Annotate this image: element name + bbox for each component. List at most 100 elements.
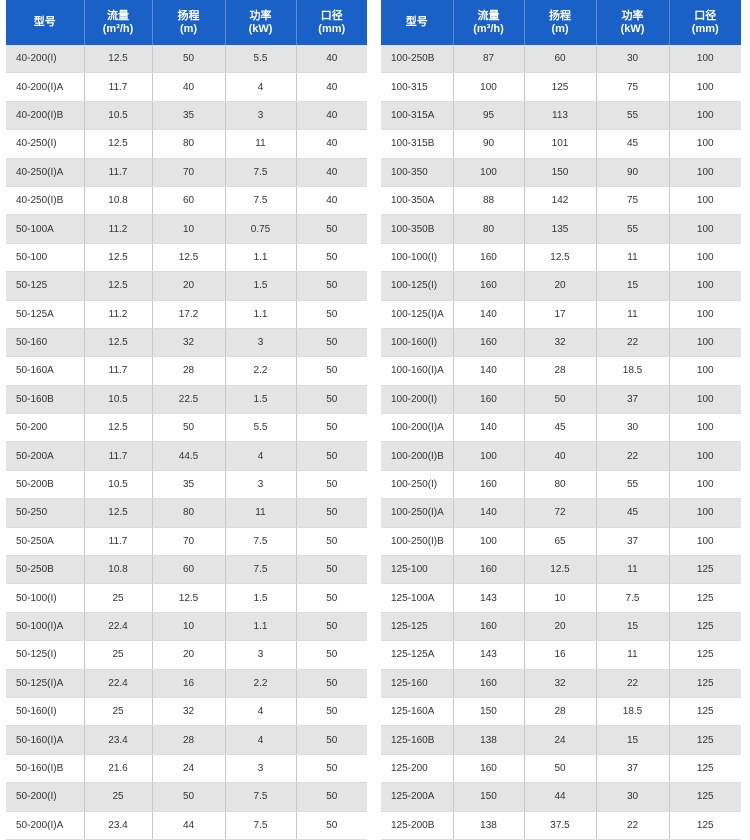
cell-head: 20 [152,640,226,670]
header-head: 扬程 (m) [524,0,597,45]
cell-bore: 125 [669,754,741,784]
cell-flow: 25 [84,782,153,812]
cell-flow: 160 [453,555,525,585]
cell-model: 125-160A [381,697,454,727]
cell-model: 50-200A [6,441,85,471]
header-unit: (kW) [620,22,645,35]
cell-power: 7.5 [225,782,297,812]
cell-power: 37 [596,754,670,784]
cell-bore: 50 [296,527,367,557]
cell-model: 50-250 [6,498,85,528]
table-row: 125-200A 150 44 30 125 [381,782,741,812]
cell-flow: 100 [453,527,525,557]
cell-power: 4 [225,72,297,102]
cell-flow: 100 [453,441,525,471]
spec-table-right: 型号 流量 (m³/h) 扬程 (m) 功率 (kW) 口径 (mm) 100-250B 87 60… [381,0,741,840]
cell-flow: 22.4 [84,612,153,642]
cell-power: 4 [225,725,297,755]
cell-power: 4 [225,697,297,727]
cell-power: 15 [596,271,670,301]
cell-model: 125-100 [381,555,454,585]
table-row: 125-160 160 32 22 125 [381,669,741,698]
cell-head: 65 [524,527,597,557]
cell-bore: 50 [296,243,367,273]
cell-model: 100-125(I) [381,271,454,301]
cell-flow: 160 [453,271,525,301]
header-label: 流量 [107,9,129,22]
table-row: 50-160(I) 25 32 4 50 [6,697,367,727]
cell-flow: 143 [453,583,525,613]
cell-power: 7.5 [225,527,297,557]
cell-power: 18.5 [596,356,670,386]
cell-bore: 100 [669,186,741,216]
cell-power: 15 [596,725,670,755]
header-unit: (mm) [318,22,346,35]
cell-flow: 95 [453,101,525,131]
cell-power: 1.5 [225,385,297,415]
cell-flow: 12.5 [84,243,153,273]
cell-power: 1.5 [225,271,297,301]
cell-head: 12.5 [524,243,597,273]
cell-power: 30 [596,782,670,812]
table-row: 125-200B 138 37.5 22 125 [381,811,741,840]
cell-model: 50-160A [6,356,85,386]
cell-head: 37.5 [524,811,597,840]
table-row: 50-160A 11.7 28 2.2 50 [6,356,367,386]
cell-power: 7.5 [225,186,297,216]
header-bore: 口径 (mm) [296,0,367,45]
cell-head: 80 [152,498,226,528]
cell-bore: 100 [669,271,741,301]
cell-head: 101 [524,129,597,159]
cell-model: 40-250(I) [6,129,85,159]
table-row: 50-160(I)B 21.6 24 3 50 [6,754,367,784]
cell-head: 28 [152,725,226,755]
table-row: 100-315A 95 113 55 100 [381,101,741,131]
cell-bore: 125 [669,669,741,698]
table-row: 100-200(I)B 100 40 22 100 [381,441,741,471]
cell-flow: 140 [453,413,525,443]
header-unit: (m) [551,22,569,35]
cell-power: 0.75 [225,214,297,244]
cell-model: 100-200(I)B [381,441,454,471]
table-row: 50-125(I) 25 20 3 50 [6,640,367,670]
cell-bore: 50 [296,754,367,784]
header-model: 型号 [6,0,85,45]
cell-flow: 23.4 [84,811,153,840]
cell-head: 80 [152,129,226,159]
cell-model: 50-125(I)A [6,669,85,698]
cell-model: 100-200(I)A [381,413,454,443]
table-row: 50-200A 11.7 44.5 4 50 [6,441,367,471]
cell-flow: 160 [453,328,525,358]
cell-flow: 10.5 [84,101,153,131]
spec-table-left: 型号 流量 (m³/h) 扬程 (m) 功率 (kW) 口径 (mm) 40-200(I) 12.… [6,0,367,840]
table-row: 125-125A 143 16 11 125 [381,640,741,670]
cell-head: 10 [152,214,226,244]
header-label: 功率 [249,9,272,22]
table-row: 50-100(I)A 22.4 10 1.1 50 [6,612,367,642]
cell-model: 50-125A [6,300,85,329]
cell-flow: 10.8 [84,555,153,585]
cell-power: 3 [225,470,297,500]
cell-flow: 23.4 [84,725,153,755]
cell-model: 50-160(I) [6,697,85,727]
cell-flow: 87 [453,45,525,74]
cell-flow: 12.5 [84,328,153,358]
cell-power: 30 [596,413,670,443]
header-bore: 口径 (mm) [669,0,741,45]
cell-head: 142 [524,186,597,216]
cell-head: 28 [152,356,226,386]
cell-bore: 100 [669,158,741,187]
cell-power: 45 [596,498,670,528]
cell-flow: 160 [453,470,525,500]
cell-model: 50-250A [6,527,85,557]
cell-bore: 125 [669,725,741,755]
cell-head: 45 [524,413,597,443]
header-label: 扬程 [177,9,200,22]
cell-bore: 125 [669,612,741,642]
cell-head: 32 [524,328,597,358]
table-row: 100-160(I)A 140 28 18.5 100 [381,356,741,386]
cell-power: 1.5 [225,583,297,613]
cell-bore: 40 [296,45,367,74]
table-row: 100-250(I)B 100 65 37 100 [381,527,741,557]
table-row: 40-200(I)B 10.5 35 3 40 [6,101,367,131]
